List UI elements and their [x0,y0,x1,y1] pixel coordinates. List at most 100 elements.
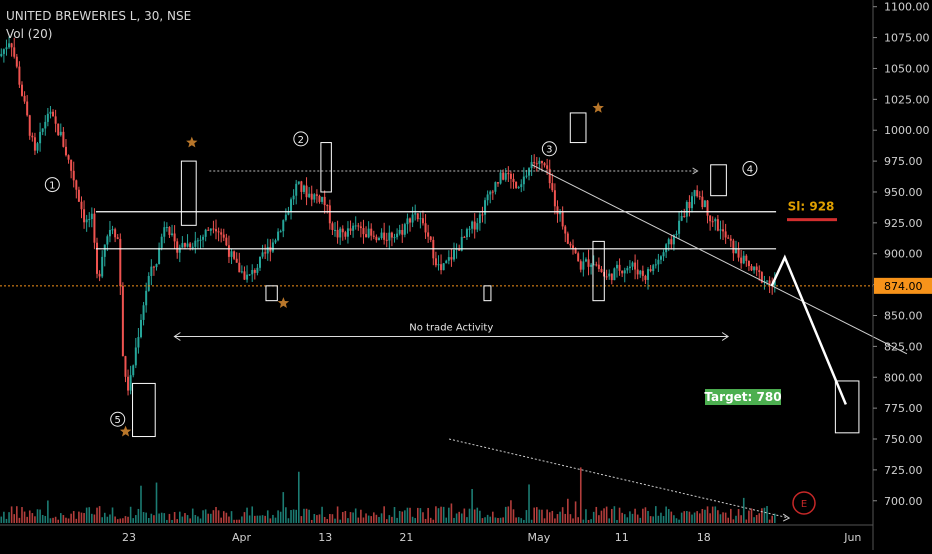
candle-body [530,162,533,169]
candle-body [473,221,476,230]
candle-body [318,195,321,202]
volume-bar [243,512,246,523]
volume-bar [608,518,611,523]
candle-body [564,226,567,234]
candle-body [595,264,598,266]
volume-bar [466,517,468,523]
candle-body [380,232,383,239]
candle-body [626,268,629,271]
volume-bar [197,516,199,523]
candle-body [220,232,223,235]
candle-body [168,227,171,235]
highlight-box [569,112,587,144]
volume-bar [494,517,497,523]
volume-bar [670,511,673,523]
volume-bar [535,507,538,523]
candle-body [196,240,199,242]
candle-body [406,218,409,225]
candle-body [261,252,264,257]
volume-bar [207,513,210,523]
volume-bar [479,510,481,523]
candle-body [225,237,228,246]
candle-body [693,190,696,197]
volume-bar [88,507,91,523]
volume-bar [5,518,8,523]
volume-bar [458,511,460,523]
volume-bar [722,512,724,523]
symbol-title: UNITED BREWERIES L, 30, NSE [6,9,191,23]
candle-body [64,146,67,156]
volume-bar [176,519,179,523]
volume-bar [385,519,388,523]
volume-bar [210,513,212,523]
candle-body [59,131,62,136]
volume-label: Vol (20) [6,27,52,41]
candle-body [132,365,135,376]
volume-bar [147,518,150,523]
candle-body [145,290,148,306]
volume-bar [80,512,83,523]
volume-bar [665,506,667,523]
volume-bar [277,510,279,523]
volume-bar [673,515,675,523]
candle-body [577,253,580,262]
volume-bar [634,508,636,523]
candle-body [551,183,554,191]
candle-body [139,319,142,338]
volume-bar [605,506,608,523]
stop-loss-label: Sl: 928 [788,200,835,214]
volume-bar [642,508,644,523]
volume-bar [140,485,142,523]
volume-bar [254,515,256,523]
volume-bar [771,515,773,523]
candle-body [424,223,427,233]
candle-body [328,205,331,224]
candlestick-series [0,36,776,396]
volume-bar [272,514,274,523]
volume-bar [256,515,259,523]
volume-bar [109,514,111,523]
candle-body [512,178,515,182]
candle-body [302,185,305,192]
volume-bar [460,513,463,523]
candle-body [155,264,158,268]
candle-body [282,220,285,232]
volume-bar [414,518,417,523]
descending-trendline [531,164,908,355]
highlight-box [483,285,492,302]
candle-body [240,271,243,273]
volume-bar [173,512,176,523]
volume-bar [91,513,93,523]
candle-body [670,239,673,245]
volume-bar [737,509,740,523]
candle-body [605,276,608,278]
candle-body [251,269,254,275]
candle-body [450,257,453,260]
candle-body [709,215,712,222]
candle-body [442,263,445,271]
y-tick-label: 1100.00 [884,1,930,14]
x-tick-label: 11 [615,531,629,544]
candle-body [334,229,337,231]
candle-body [509,173,512,179]
volume-bar [178,511,181,523]
volume-bar [145,512,147,523]
wave-label: 3 [546,145,552,156]
candle-body [533,162,536,164]
wave-circle [44,177,60,193]
candle-body [634,262,637,270]
candle-body [468,228,471,230]
volume-bar [212,510,215,523]
volume-bar [49,518,52,523]
candle-body [657,259,660,265]
volume-bar [318,514,321,523]
candle-body [688,202,691,209]
volume-bar [365,513,367,523]
candle-body [680,215,683,221]
volume-bar [347,518,349,523]
volume-bar [680,512,683,523]
volume-bar [510,500,512,523]
candle-body [277,231,280,241]
volume-bar [740,515,742,523]
